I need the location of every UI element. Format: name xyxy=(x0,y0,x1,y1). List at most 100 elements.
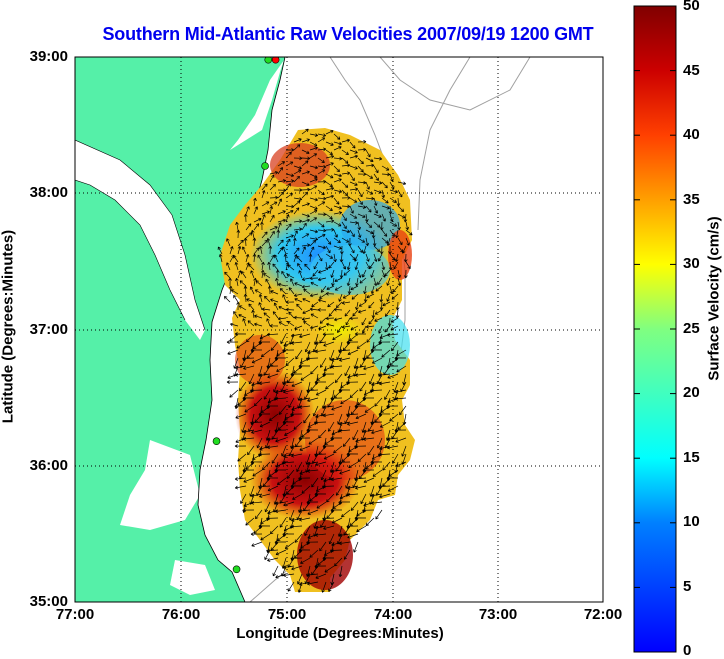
velocity-vector xyxy=(333,445,343,454)
velocity-vector xyxy=(274,396,287,401)
velocity-vector xyxy=(325,316,335,321)
velocity-vector xyxy=(371,309,376,319)
velocity-vector xyxy=(306,388,319,393)
velocity-vector xyxy=(371,357,383,364)
velocity-vector xyxy=(228,285,233,295)
velocity-vector xyxy=(268,245,273,255)
velocity-vector xyxy=(381,165,390,171)
velocity-vector xyxy=(306,540,319,545)
velocity-vector xyxy=(289,278,295,287)
velocity-vector xyxy=(261,210,270,215)
velocity-vector xyxy=(298,270,303,279)
velocity-vector xyxy=(237,270,242,279)
velocity-vector xyxy=(333,197,340,205)
velocity-vector xyxy=(384,269,391,277)
velocity-vector xyxy=(372,237,377,247)
velocity-vector xyxy=(386,437,399,441)
velocity-vector xyxy=(290,341,303,345)
velocity-vector xyxy=(330,548,343,553)
velocity-vector xyxy=(297,263,303,271)
velocity-vector xyxy=(293,200,301,207)
velocity-vector xyxy=(234,404,247,409)
velocity-vector xyxy=(290,412,303,417)
velocity-vector xyxy=(325,219,335,223)
velocity-vector xyxy=(322,444,334,448)
velocity-vector xyxy=(301,149,310,155)
velocity-vector xyxy=(309,276,319,281)
velocity-vector xyxy=(293,421,303,430)
velocity-vector xyxy=(290,524,303,529)
velocity-vector xyxy=(278,305,287,311)
colorbar-tick-label: 30 xyxy=(683,255,700,272)
velocity-vector xyxy=(272,263,279,271)
hf-radar-site-marker xyxy=(264,57,273,64)
velocity-vector xyxy=(235,413,247,419)
velocity-vector xyxy=(386,445,399,450)
velocity-vector xyxy=(386,364,399,369)
velocity-vector xyxy=(293,165,302,170)
velocity-vector xyxy=(377,253,383,262)
velocity-vector xyxy=(309,133,319,137)
velocity-vector xyxy=(373,213,382,218)
velocity-vector xyxy=(274,356,287,360)
velocity-vector xyxy=(347,349,359,356)
velocity-vector xyxy=(317,147,327,152)
velocity-vector xyxy=(387,317,392,327)
velocity-vector xyxy=(386,237,391,246)
velocity-vector xyxy=(381,213,386,222)
velocity-vector xyxy=(270,341,279,351)
velocity-vector xyxy=(226,380,239,384)
velocity-vector xyxy=(287,264,295,271)
velocity-vector xyxy=(378,373,391,377)
velocity-vector xyxy=(251,429,263,434)
velocity-vector xyxy=(365,253,370,262)
velocity-vector xyxy=(275,549,287,556)
velocity-vector xyxy=(338,500,350,504)
velocity-vector xyxy=(365,517,375,526)
velocity-vector xyxy=(356,525,367,532)
velocity-vector xyxy=(292,493,303,500)
velocity-vector xyxy=(341,204,351,209)
velocity-vector xyxy=(302,297,311,303)
velocity-vector xyxy=(338,541,351,546)
velocity-vector xyxy=(266,437,279,442)
velocity-vector xyxy=(328,581,335,592)
velocity-vector xyxy=(343,549,351,560)
velocity-vector xyxy=(341,171,351,176)
velocity-vector xyxy=(378,452,391,457)
velocity-vector xyxy=(381,261,386,270)
velocity-vector xyxy=(293,156,303,161)
velocity-vector xyxy=(287,581,295,592)
velocity-vector xyxy=(274,428,287,433)
velocity-vector xyxy=(346,277,351,286)
velocity-vector xyxy=(256,437,263,449)
velocity-vector xyxy=(282,565,295,570)
velocity-vector xyxy=(243,477,255,483)
velocity-vector xyxy=(288,397,295,409)
velocity-vector xyxy=(390,317,399,323)
colorbar-tick-label: 0 xyxy=(683,642,692,659)
velocity-vector xyxy=(223,296,231,303)
velocity-vector xyxy=(228,277,232,287)
velocity-vector xyxy=(316,501,327,509)
velocity-vector xyxy=(242,356,255,361)
velocity-vector xyxy=(250,270,255,279)
velocity-vector xyxy=(381,237,389,244)
velocity-vector xyxy=(301,181,310,186)
velocity-vector xyxy=(378,381,391,386)
velocity-vector xyxy=(293,138,302,143)
velocity-vector xyxy=(282,460,295,465)
velocity-vector xyxy=(325,181,333,187)
velocity-vector xyxy=(370,388,383,393)
velocity-vector xyxy=(258,412,270,416)
velocity-vector xyxy=(365,196,375,201)
velocity-vector xyxy=(357,172,367,177)
velocity-vector xyxy=(229,389,239,398)
velocity-vector xyxy=(302,309,311,314)
velocity-vector xyxy=(338,388,351,392)
velocity-vector xyxy=(267,373,279,379)
velocity-vector xyxy=(293,227,303,231)
velocity-vector xyxy=(297,573,303,585)
velocity-vector xyxy=(357,139,367,144)
velocity-vector xyxy=(283,501,295,507)
